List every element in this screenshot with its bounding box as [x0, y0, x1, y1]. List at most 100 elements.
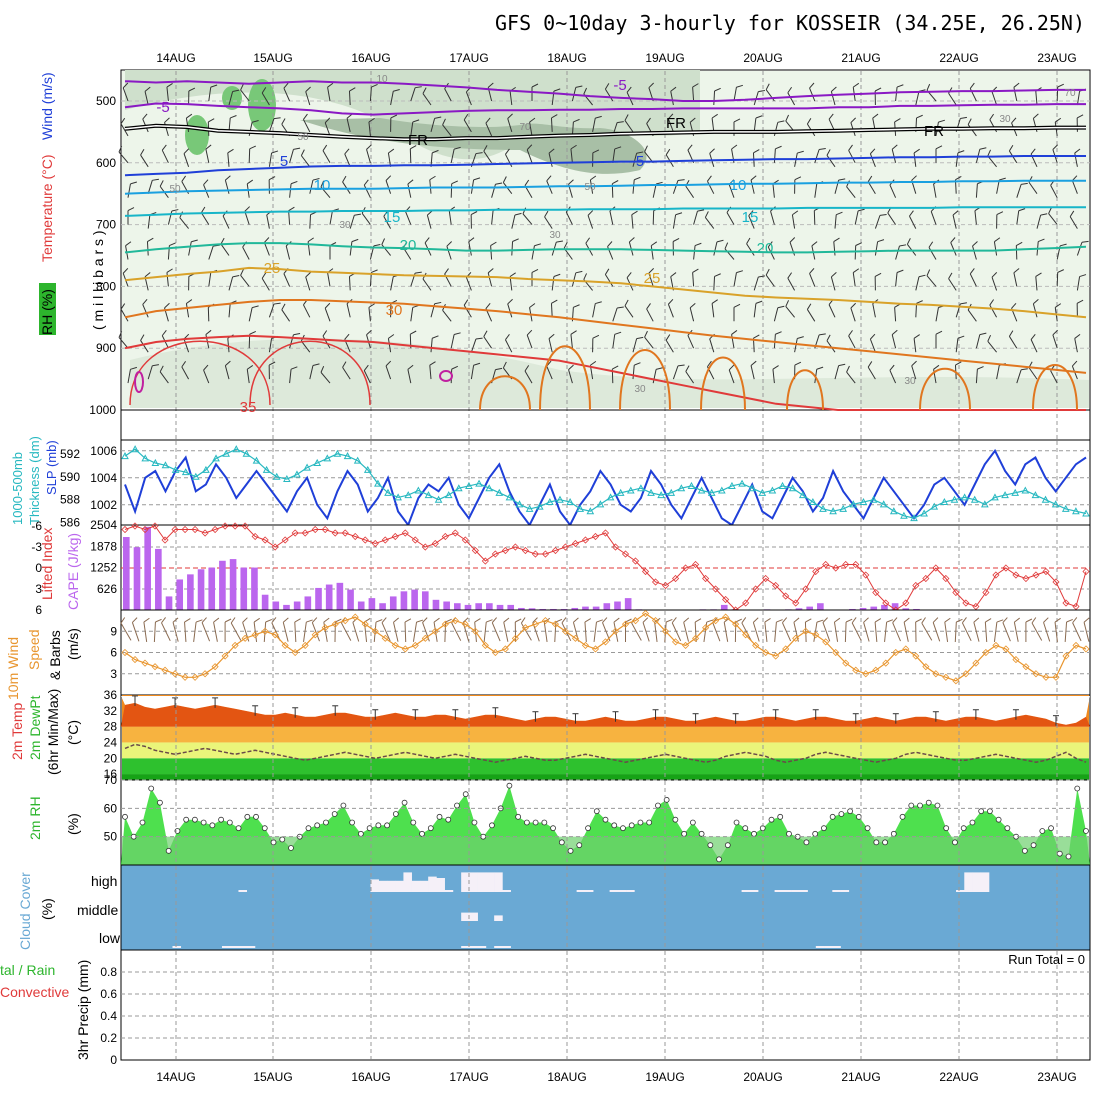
- wind10-barb: [903, 617, 910, 642]
- bottom-date-axis: 14AUG 15AUG 16AUG 17AUG 18AUG 19AUG 20AUG 21AUG…: [156, 1070, 1076, 1084]
- barb-shaft: [1030, 339, 1038, 353]
- barb-flag: [573, 304, 580, 308]
- wind-marker: [1042, 673, 1050, 681]
- rh-marker: [183, 816, 190, 823]
- thickness-marker: [303, 463, 311, 471]
- li-marker: [672, 574, 680, 583]
- barb-flag: [716, 239, 724, 243]
- wind10-barb: [654, 617, 661, 642]
- wind-marker: [932, 670, 940, 678]
- wind-barb: [531, 83, 539, 101]
- barb-shaft: [387, 152, 392, 167]
- barb-shaft: [570, 148, 573, 163]
- li-marker: [261, 536, 269, 544]
- barb-shaft: [147, 365, 153, 380]
- barb-shaft: [750, 365, 755, 380]
- rh-marker: [952, 839, 958, 846]
- contour-label: 70: [1064, 88, 1076, 99]
- cloud-cell: [485, 872, 495, 892]
- barb-flag: [526, 144, 533, 150]
- wind-barb: [327, 82, 334, 102]
- wind10-barb: [961, 617, 972, 642]
- barb-flag: [463, 113, 469, 121]
- wind10-barb: [213, 617, 220, 642]
- barb-shaft: [709, 338, 715, 353]
- barb-flag: [120, 303, 126, 310]
- rh-marker: [1039, 828, 1046, 834]
- barb-shaft: [240, 275, 250, 287]
- wind-marker: [351, 613, 359, 621]
- barb-flag: [636, 336, 644, 340]
- contour-label: -5: [613, 77, 626, 94]
- wind-barb: [144, 86, 151, 106]
- barb-flag: [1021, 368, 1028, 371]
- barb-flag: [486, 619, 493, 623]
- barb-shaft: [571, 272, 577, 287]
- barb-shaft: [483, 336, 493, 349]
- cape-bar: [229, 559, 237, 610]
- barb-shaft: [1035, 91, 1038, 106]
- barb-shaft: [667, 118, 674, 133]
- thickness-marker: [647, 488, 655, 496]
- barb-shaft: [131, 622, 140, 642]
- barb-flag: [324, 117, 331, 124]
- isotherm-loop: [619, 349, 671, 411]
- barb-flag: [473, 362, 481, 366]
- li-tick: -6: [31, 519, 42, 533]
- wind-barb: [733, 303, 741, 322]
- barb-flag: [711, 113, 718, 119]
- wind-barb: [1074, 333, 1081, 353]
- barb-shaft: [612, 148, 616, 163]
- wind-barb: [993, 237, 1001, 256]
- rh-marker: [628, 822, 635, 829]
- isotherm-line: [124, 179, 1086, 195]
- barb-flag: [1074, 333, 1081, 339]
- barb-shaft: [834, 365, 840, 380]
- barb-flag: [1072, 617, 1078, 624]
- li-marker: [201, 529, 209, 537]
- cloud-cell: [428, 876, 437, 892]
- barb-shaft: [526, 334, 533, 349]
- barb-flag: [775, 331, 782, 335]
- barb-shaft: [1050, 185, 1058, 198]
- barb-flag: [625, 618, 632, 623]
- rh-marker: [742, 825, 749, 832]
- barb-flag: [453, 146, 461, 150]
- barb-shaft: [733, 272, 737, 287]
- wind-barb: [183, 148, 190, 167]
- barb-shaft: [1028, 181, 1038, 194]
- rh-marker: [218, 816, 225, 823]
- barb-flag: [776, 619, 783, 623]
- barb-flag: [385, 175, 392, 181]
- barb-flag: [848, 144, 853, 151]
- wind-barb: [531, 243, 542, 260]
- barb-flag: [670, 272, 677, 278]
- barb-shaft: [404, 621, 407, 643]
- barb-flag: [422, 87, 427, 94]
- barb-shaft: [144, 91, 149, 106]
- rh-marker: [829, 813, 836, 820]
- temp-mask: [121, 696, 1090, 725]
- wind-barb: [1048, 207, 1058, 225]
- thickness-marker: [202, 465, 210, 473]
- barb-flag: [388, 148, 395, 154]
- barb-shaft: [550, 303, 553, 318]
- contour-label: 5: [636, 153, 644, 170]
- wind-barb: [848, 144, 856, 164]
- thickness-marker: [131, 445, 139, 453]
- wind-barb: [952, 210, 959, 229]
- wind10-barb: [572, 617, 580, 642]
- barb-flag: [916, 114, 923, 119]
- contour-label: 15: [742, 209, 759, 226]
- barb-flag: [765, 268, 770, 276]
- wind-marker: [1022, 663, 1030, 671]
- barb-flag: [227, 148, 234, 154]
- wind-marker: [181, 673, 189, 681]
- barb-flag: [831, 86, 837, 92]
- precip-tick: 0.2: [100, 1031, 117, 1045]
- cape-tick: 1878: [90, 539, 117, 553]
- barb-shaft: [753, 276, 759, 291]
- wind-marker: [732, 620, 740, 628]
- barb-flag: [613, 617, 620, 623]
